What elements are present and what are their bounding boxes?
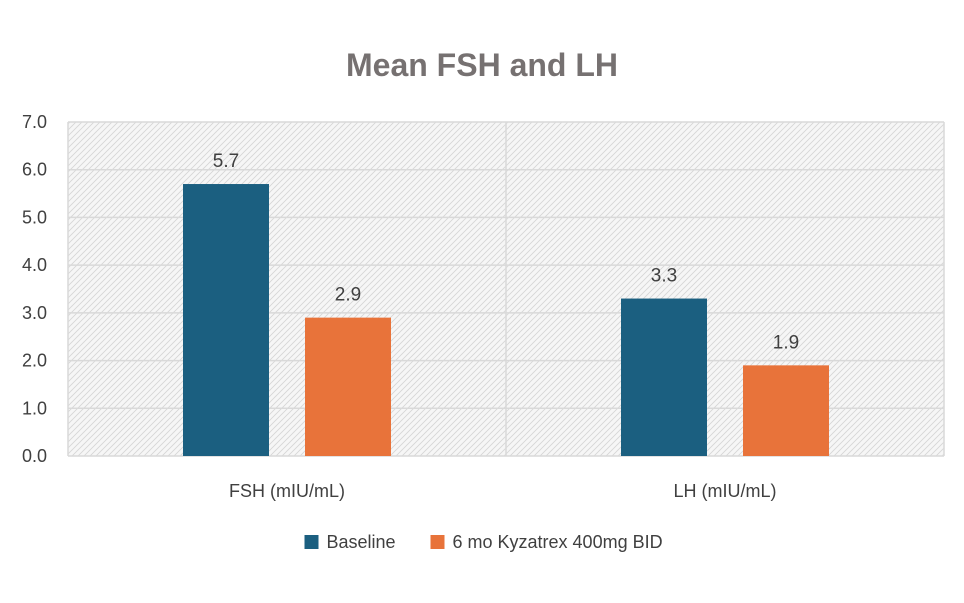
legend-swatch (430, 535, 445, 549)
legend-label: Baseline (327, 532, 396, 552)
data-label: 5.7 (213, 151, 239, 172)
legend-swatch (304, 535, 319, 549)
bar (621, 298, 707, 456)
bar (305, 317, 391, 456)
y-tick-label: 3.0 (22, 303, 47, 323)
y-tick-label: 6.0 (22, 160, 47, 180)
legend-label: 6 mo Kyzatrex 400mg BID (453, 532, 663, 552)
data-labels: 5.7 2.9 3.3 1.9 (213, 151, 799, 353)
y-tick-label: 2.0 (22, 351, 47, 371)
y-tick-label: 4.0 (22, 255, 47, 275)
y-axis-ticks: 0.0 1.0 2.0 3.0 4.0 5.0 6.0 7.0 (22, 112, 47, 466)
bar (743, 365, 829, 456)
x-axis-ticks: FSH (mIU/mL) LH (mIU/mL) (229, 481, 777, 501)
chart-title: Mean FSH and LH (346, 47, 618, 83)
legend: Baseline 6 mo Kyzatrex 400mg BID (304, 532, 663, 552)
x-tick-label: LH (mIU/mL) (674, 481, 777, 501)
data-label: 2.9 (335, 285, 361, 306)
y-tick-label: 1.0 (22, 398, 47, 418)
data-label: 3.3 (651, 266, 677, 287)
bar (183, 184, 269, 456)
y-tick-label: 7.0 (22, 112, 47, 132)
x-tick-label: FSH (mIU/mL) (229, 481, 345, 501)
y-tick-label: 5.0 (22, 207, 47, 227)
data-label: 1.9 (773, 332, 799, 353)
y-tick-label: 0.0 (22, 446, 47, 466)
bars (183, 184, 829, 456)
